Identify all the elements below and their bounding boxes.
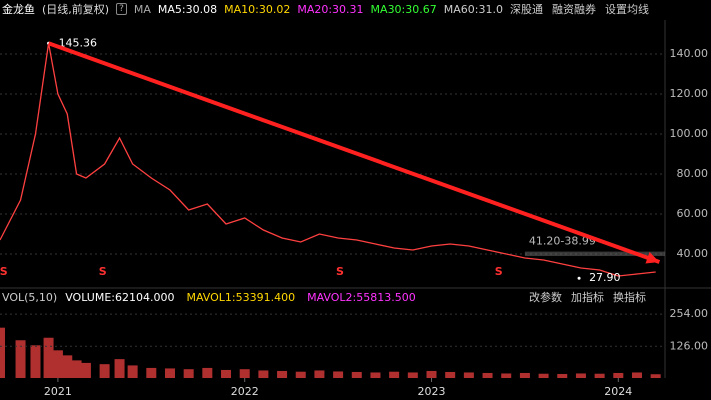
volume-bar bbox=[146, 367, 157, 378]
volume-bar bbox=[370, 372, 381, 378]
trend-arrow bbox=[47, 41, 661, 264]
volume-bar bbox=[333, 371, 344, 378]
event-marker: S bbox=[336, 265, 344, 278]
volume-bar bbox=[482, 372, 493, 378]
volume-indicator: VOLUME:62104.000 bbox=[65, 291, 174, 304]
x-tick-label: 2022 bbox=[231, 385, 259, 398]
volume-indicator: MAVOL2:55813.500 bbox=[307, 291, 416, 304]
event-marker: S bbox=[0, 265, 8, 278]
volume-title: VOL(5,10) bbox=[2, 291, 57, 304]
annotation: 27.90 bbox=[589, 271, 621, 284]
toolbar-buttons: 深股通 融资融券 设置均线 bbox=[510, 1, 649, 17]
help[interactable]: ? bbox=[116, 3, 127, 15]
ma-item: MA10:30.02 bbox=[224, 2, 291, 16]
volume-bar bbox=[501, 373, 512, 378]
ma-item: MA60:31.0 bbox=[443, 2, 503, 16]
volume-bar bbox=[164, 368, 175, 378]
volume-bar bbox=[80, 362, 91, 378]
volume-bar bbox=[202, 367, 213, 378]
volume-bar bbox=[463, 372, 474, 378]
mode[interactable]: (日线,前复权) bbox=[42, 3, 110, 16]
volume-bar bbox=[519, 372, 530, 378]
volume-bar bbox=[71, 360, 82, 378]
y-tick-label: 254.00 bbox=[670, 307, 709, 320]
y-tick-label: 80.00 bbox=[677, 167, 709, 180]
volume-bar bbox=[650, 374, 661, 378]
volume-bar bbox=[575, 373, 586, 378]
range-band bbox=[524, 251, 665, 257]
volume-bar bbox=[594, 373, 605, 378]
volume-bar bbox=[127, 365, 138, 378]
volume-bar bbox=[426, 370, 437, 378]
volume-bar bbox=[445, 371, 456, 378]
ma-item: MA5:30.08 bbox=[157, 2, 218, 16]
event-marker: S bbox=[495, 265, 503, 278]
volume-bar bbox=[538, 373, 549, 378]
x-tick-label: 2023 bbox=[418, 385, 446, 398]
volume-bar bbox=[221, 369, 232, 378]
volume-bar bbox=[295, 371, 306, 378]
volume-bar bbox=[239, 369, 250, 378]
volume-bar bbox=[0, 327, 5, 378]
ma-label: MA bbox=[133, 2, 151, 16]
volume-bar bbox=[407, 372, 418, 378]
volume-bar bbox=[258, 370, 269, 378]
volume-indicator: MAVOL1:53391.400 bbox=[186, 291, 295, 304]
volume-bar bbox=[277, 370, 288, 378]
ma-item: MA30:30.67 bbox=[370, 2, 437, 16]
volume-bar bbox=[351, 371, 362, 378]
y-tick-label: 100.00 bbox=[670, 127, 709, 140]
price-line bbox=[0, 43, 656, 277]
panel-button[interactable]: 换指标 bbox=[613, 290, 646, 304]
y-tick-label: 60.00 bbox=[677, 207, 709, 220]
volume-bar bbox=[183, 369, 194, 378]
y-tick-label: 120.00 bbox=[670, 87, 709, 100]
y-tick-label: 140.00 bbox=[670, 47, 709, 60]
arrow-head bbox=[645, 252, 660, 264]
panel-button[interactable]: 改参数 bbox=[529, 290, 562, 304]
volume-bar bbox=[15, 340, 26, 378]
stock-name: 金龙鱼 bbox=[2, 3, 35, 16]
x-tick-label: 2021 bbox=[44, 385, 72, 398]
volume-bar bbox=[99, 364, 110, 378]
toolbar-button[interactable]: 深股通 bbox=[509, 3, 543, 16]
volume-bar bbox=[389, 371, 400, 378]
event-marker: S bbox=[99, 265, 107, 278]
ma-items: MA5:30.08 MA10:30.02 MA20:30.31 MA30:30.67 M… bbox=[158, 3, 503, 16]
annotation: 145.36 bbox=[59, 36, 97, 49]
annotation-point bbox=[577, 276, 581, 280]
volume-bar bbox=[30, 345, 41, 378]
ma-item: MA20:30.31 bbox=[297, 2, 364, 16]
volume-bar bbox=[631, 372, 642, 378]
panel-button[interactable]: 加指标 bbox=[571, 290, 604, 304]
toolbar-button[interactable]: 设置均线 bbox=[604, 3, 649, 16]
volume-bar bbox=[114, 359, 125, 378]
y-tick-label: 126.00 bbox=[670, 339, 709, 352]
toolbar: 金龙鱼 (日线,前复权) ? MA MA5:30.08 MA10:30.02 MA2… bbox=[0, 0, 711, 18]
volume-bar bbox=[557, 373, 568, 378]
x-tick-label: 2024 bbox=[604, 385, 632, 398]
volume-bar bbox=[43, 337, 54, 378]
volume-bar bbox=[314, 370, 325, 378]
y-tick-label: 40.00 bbox=[677, 247, 709, 260]
volume-bar bbox=[52, 350, 63, 378]
range-label: 41.20-38.99 bbox=[529, 235, 596, 248]
toolbar-button[interactable]: 融资融券 bbox=[551, 3, 596, 16]
volume-bar bbox=[613, 372, 624, 378]
volume-bar bbox=[62, 355, 73, 378]
